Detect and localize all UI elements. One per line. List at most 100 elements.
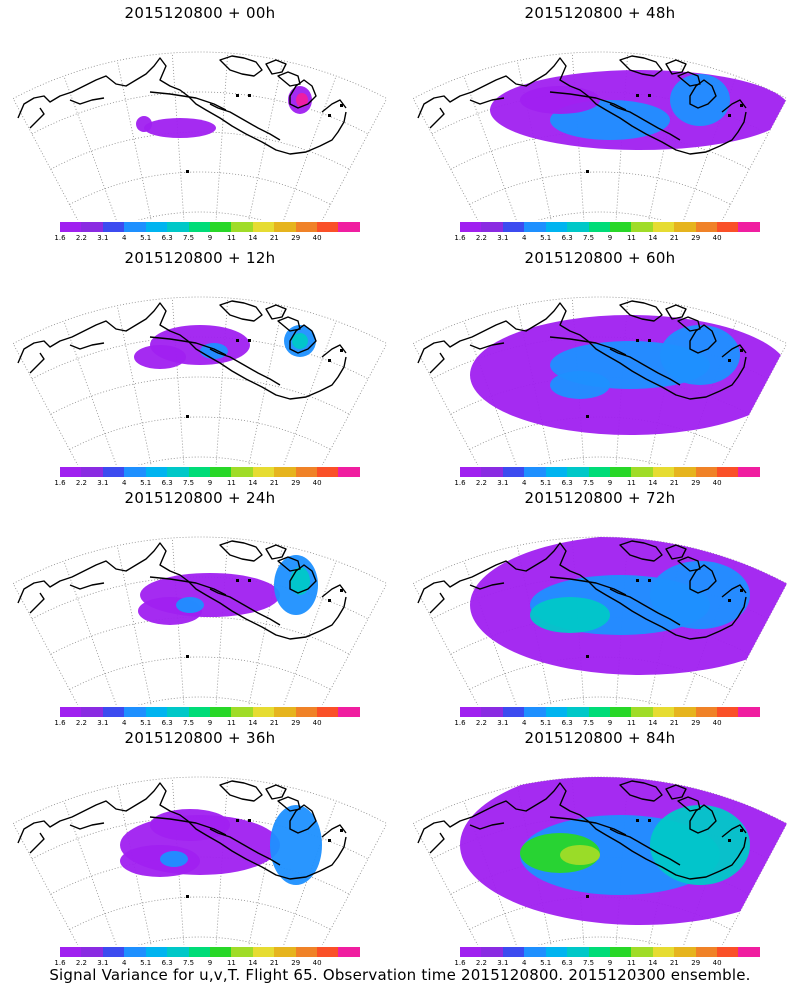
island	[248, 94, 251, 97]
colorbar-swatch	[102, 222, 125, 232]
colorbar-swatch	[295, 222, 318, 232]
island	[636, 339, 639, 342]
coastline	[69, 582, 105, 590]
island	[236, 94, 239, 97]
graticule-parallel	[137, 211, 263, 220]
colorbar-swatch	[502, 222, 525, 232]
colorbar-swatch	[252, 947, 275, 957]
colorbar-tick-label: 21	[269, 479, 279, 487]
forecast-panel: 2015120800 + 48h 1.6 2.2 3.1 4 5.1 6.3 7.5 9 11 14…	[400, 0, 800, 245]
colorbar-swatch	[502, 467, 525, 477]
colorbar-swatch	[124, 947, 146, 957]
colorbar-swatch	[295, 947, 318, 957]
coastline	[619, 540, 663, 562]
graticule-parallel	[412, 536, 788, 584]
coastline	[277, 796, 301, 812]
colorbar-swatch	[567, 947, 589, 957]
graticule-parallel	[69, 171, 331, 205]
colorbar-swatch	[695, 707, 718, 717]
island	[728, 839, 731, 842]
colorbar-swatch	[102, 467, 125, 477]
graticule-meridian	[683, 75, 737, 220]
colorbar-swatch	[588, 467, 610, 477]
coastline	[429, 107, 445, 129]
graticule-meridian	[412, 583, 479, 705]
colorbar-tick-label: 2.2	[75, 959, 87, 967]
variance-field	[490, 70, 787, 150]
colorbar-tick-label: 2.2	[475, 959, 487, 967]
graticule-parallel	[69, 416, 331, 450]
colorbar-swatch	[545, 222, 568, 232]
colorbar-tick-label: 2.2	[475, 234, 487, 242]
coastline	[29, 107, 45, 129]
graticule-parallel	[69, 656, 331, 690]
colorbar-swatch	[738, 222, 760, 232]
colorbar-ticks: 1.6 2.2 3.1 4 5.1 6.3 7.5 9 11 14 21 29 40	[454, 234, 760, 244]
colorbar-swatch	[502, 947, 525, 957]
colorbar-tick-label: 11	[226, 479, 236, 487]
graticule-parallel	[537, 211, 663, 220]
colorbar-tick-label: 5.1	[540, 959, 552, 967]
colorbar-swatch	[481, 707, 503, 717]
colorbar-tick-label: 14	[648, 719, 658, 727]
graticule-meridian	[12, 343, 79, 465]
colorbar-tick-label: 21	[669, 959, 679, 967]
colorbar-tick-label: 40	[312, 234, 322, 242]
graticule-meridian	[283, 560, 337, 705]
colorbar-swatch	[567, 467, 589, 477]
colorbar-tick-label: 11	[226, 719, 236, 727]
colorbar-swatch	[631, 467, 653, 477]
graticule-meridian	[116, 60, 152, 220]
island	[328, 114, 331, 117]
graticule-meridian	[63, 75, 117, 220]
colorbar-swatch	[60, 222, 82, 232]
colorbar-tick-label: 14	[248, 719, 258, 727]
graticule-parallel	[50, 376, 350, 415]
colorbar-tick-label: 40	[712, 479, 722, 487]
colorbar-swatch	[738, 707, 760, 717]
graticule-meridian	[215, 297, 229, 465]
colorbar-tick-label: 21	[269, 234, 279, 242]
graticule-meridian	[12, 823, 79, 945]
colorbar-tick-label: 6.3	[561, 234, 573, 242]
panel-title: 2015120800 + 72h	[524, 489, 676, 507]
colorbar-swatch	[652, 947, 675, 957]
panel-title: 2015120800 + 00h	[124, 4, 276, 22]
colorbar-swatch	[317, 467, 339, 477]
graticule-meridian	[283, 75, 337, 220]
island	[586, 170, 589, 173]
island	[340, 829, 343, 832]
variance-contour	[560, 845, 600, 865]
colorbar-tick-label: 4	[522, 479, 527, 487]
variance-contour	[520, 86, 600, 114]
colorbar	[460, 222, 760, 232]
colorbar-tick-label: 1.6	[54, 719, 66, 727]
coastline	[609, 828, 681, 866]
island	[186, 655, 189, 658]
coastline	[609, 348, 681, 386]
colorbar-swatch	[695, 947, 718, 957]
island	[186, 895, 189, 898]
graticule-parallel	[412, 776, 788, 824]
graticule-meridian	[215, 777, 229, 945]
coastline	[69, 97, 105, 105]
colorbar-swatch	[188, 467, 210, 477]
graticule-meridian	[283, 800, 337, 945]
colorbar-swatch	[124, 467, 146, 477]
colorbar-swatch	[145, 467, 168, 477]
variance-contour	[670, 74, 730, 126]
coastline	[549, 816, 627, 836]
colorbar-swatch	[588, 947, 610, 957]
colorbar	[460, 947, 760, 957]
panel-title: 2015120800 + 12h	[124, 249, 276, 267]
colorbar-tick-label: 2.2	[475, 719, 487, 727]
colorbar-swatch	[674, 222, 696, 232]
graticule-parallel	[412, 296, 788, 344]
coastline	[219, 780, 263, 802]
forecast-panel: 2015120800 + 60h 1.6 2.2 3.1 4 5.1 6.3 7.5 9 11 14…	[400, 245, 800, 490]
island	[728, 114, 731, 117]
forecast-panel: 2015120800 + 36h 1.6 2.2 3.1 4 5.1 6.3 7.5 9 11 14…	[0, 725, 400, 970]
coastline	[209, 828, 281, 866]
colorbar-tick-label: 1.6	[54, 479, 66, 487]
colorbar-swatch	[252, 222, 275, 232]
